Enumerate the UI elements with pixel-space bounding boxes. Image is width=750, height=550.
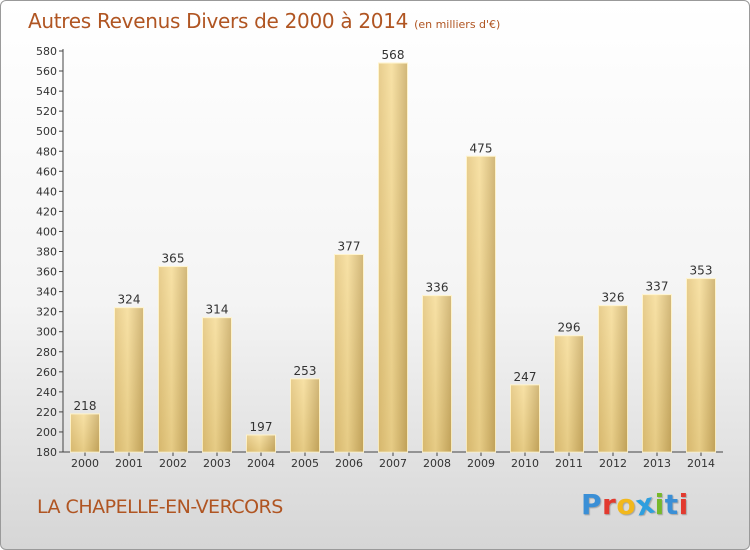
y-tick-label: 220 [36, 406, 57, 419]
x-tick-label: 2007 [379, 457, 407, 470]
data-label: 353 [690, 264, 713, 278]
data-label: 568 [382, 48, 405, 62]
logo-letter: i [678, 488, 689, 521]
x-tick-label: 2013 [643, 457, 671, 470]
x-tick-label: 2006 [335, 457, 363, 470]
data-label: 314 [206, 303, 229, 317]
bar-shade-2008 [422, 295, 452, 452]
y-tick-label: 200 [36, 426, 57, 439]
data-label: 253 [294, 364, 317, 378]
bar-shade-2010 [510, 384, 540, 452]
commune-name: LA CHAPELLE-EN-VERCORS [37, 496, 283, 518]
bar-layer: 218 324 365 314 197 253 377 568 336 475 247 296 326 3… [70, 48, 716, 453]
y-tick-label: 240 [36, 386, 57, 399]
data-label: 365 [162, 252, 185, 266]
data-label: 197 [250, 420, 273, 434]
bar-shade-2002 [158, 266, 188, 452]
y-tick-label: 580 [36, 45, 57, 58]
bar-shade-2003 [202, 317, 232, 452]
data-label: 247 [514, 370, 537, 384]
data-label: 475 [470, 141, 493, 155]
data-label: 326 [602, 291, 625, 305]
y-tick-label: 180 [36, 446, 57, 459]
bar-shade-2004 [246, 434, 276, 452]
x-tick-label: 2004 [247, 457, 275, 470]
data-label: 337 [646, 280, 669, 294]
y-tick-label: 280 [36, 346, 57, 359]
y-tick-label: 380 [36, 246, 57, 259]
x-tick-label: 2003 [203, 457, 231, 470]
data-label: 218 [74, 399, 97, 413]
bar-shade-2006 [334, 254, 364, 452]
title-unit: (en milliers d'€) [414, 18, 501, 31]
bar-shade-2013 [642, 294, 672, 452]
data-label: 377 [338, 240, 361, 254]
x-tick-label: 2005 [291, 457, 319, 470]
y-tick-label: 560 [36, 65, 57, 78]
x-tick-label: 2000 [71, 457, 99, 470]
y-tick-label: 460 [36, 165, 57, 178]
logo-letter: P [581, 488, 603, 521]
data-label: 324 [118, 293, 141, 307]
x-tick-label: 2012 [599, 457, 627, 470]
data-label: 296 [558, 321, 581, 335]
axis-layer: 180 200 220 240 260 280 300 320 340 360 380 400 420 4… [36, 45, 723, 470]
logo-letter: r [602, 488, 617, 521]
y-tick-label: 540 [36, 85, 57, 98]
bar-shade-2005 [290, 378, 320, 452]
logo-letter: t [664, 488, 679, 521]
y-tick-label: 480 [36, 145, 57, 158]
x-tick-label: 2008 [423, 457, 451, 470]
y-tick-label: 300 [36, 326, 57, 339]
x-tick-label: 2011 [555, 457, 583, 470]
proxiti-logo: Proxiti [581, 486, 689, 522]
x-tick-label: 2002 [159, 457, 187, 470]
title-text: Autres Revenus Divers de 2000 à 2014 [28, 9, 409, 33]
y-tick-label: 340 [36, 286, 57, 299]
bar-shade-2012 [598, 305, 628, 452]
y-tick-label: 500 [36, 125, 57, 138]
x-tick-label: 2001 [115, 457, 143, 470]
x-tick-label: 2010 [511, 457, 539, 470]
x-tick-label: 2009 [467, 457, 495, 470]
logo-letter: i [654, 488, 665, 521]
bar-shade-2014 [686, 278, 716, 452]
bar-shade-2007 [378, 63, 408, 452]
y-tick-label: 260 [36, 366, 57, 379]
logo-letter: o [616, 488, 637, 521]
bar-shade-2011 [554, 335, 584, 452]
y-tick-label: 440 [36, 185, 57, 198]
data-label: 336 [426, 281, 449, 295]
bar-shade-2000 [70, 413, 100, 452]
y-tick-label: 420 [36, 205, 57, 218]
bar-shade-2009 [466, 156, 496, 452]
y-tick-label: 360 [36, 266, 57, 279]
bar-shade-2001 [114, 307, 144, 452]
y-tick-label: 320 [36, 306, 57, 319]
y-tick-label: 520 [36, 105, 57, 118]
y-tick-label: 400 [36, 225, 57, 238]
x-tick-label: 2014 [687, 457, 715, 470]
chart-title: Autres Revenus Divers de 2000 à 2014 (en … [28, 9, 500, 33]
